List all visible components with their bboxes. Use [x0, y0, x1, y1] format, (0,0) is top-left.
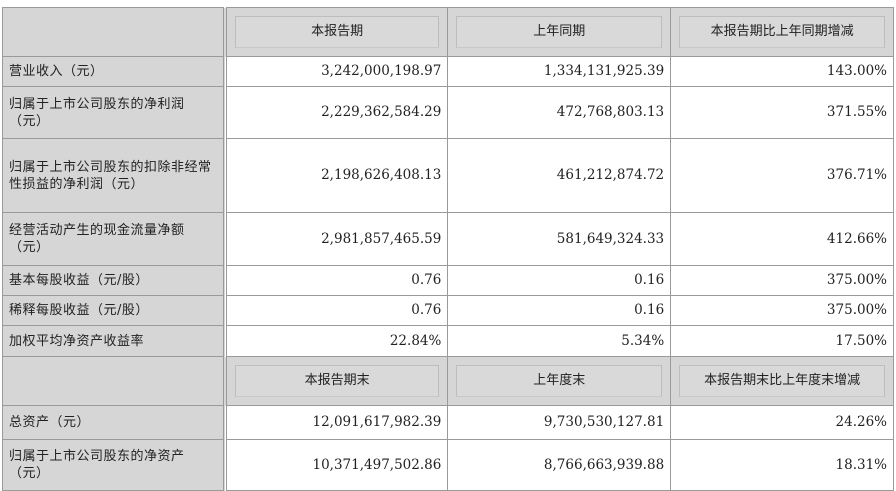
column-header: 本报告期 — [224, 7, 449, 57]
column-header: 本报告期末比上年度末增减 — [670, 356, 894, 406]
row-label: 经营活动产生的现金流量净额（元） — [2, 212, 227, 266]
value-cell: 8,766,663,939.88 — [447, 439, 672, 491]
value-cell: 0.76 — [224, 265, 449, 296]
row-label: 基本每股收益（元/股） — [2, 265, 227, 296]
value-cell: 1,334,131,925.39 — [447, 56, 672, 87]
value-cell: 375.00% — [670, 295, 894, 326]
table-row: 加权平均净资产收益率 22.84% 5.34% 17.50% — [2, 325, 894, 357]
table-header-row: 本报告期末 上年度末 本报告期末比上年度末增减 — [2, 356, 894, 406]
column-header-label: 上年同期 — [456, 16, 663, 48]
row-label: 加权平均净资产收益率 — [2, 325, 227, 357]
column-header-label: 本报告期 — [235, 16, 440, 48]
value-cell: 3,242,000,198.97 — [224, 56, 449, 87]
value-cell: 17.50% — [670, 325, 894, 357]
table-row: 归属于上市公司股东的扣除非经常性损益的净利润（元） 2,198,626,408.1… — [2, 138, 894, 213]
column-header: 本报告期末 — [224, 356, 449, 406]
column-header-label: 本报告期末 — [235, 365, 440, 397]
table-row: 经营活动产生的现金流量净额（元） 2,981,857,465.59 581,649,… — [2, 212, 894, 266]
column-header-label: 上年度末 — [456, 365, 663, 397]
value-cell: 0.16 — [447, 295, 672, 326]
value-cell: 18.31% — [670, 439, 894, 491]
value-cell: 376.71% — [670, 138, 894, 213]
financial-summary-table: 本报告期 上年同期 本报告期比上年同期增减 营业收入（元） 3,242,000,198.… — [2, 7, 894, 491]
row-label: 归属于上市公司股东的扣除非经常性损益的净利润（元） — [2, 138, 227, 213]
row-label: 总资产（元） — [2, 405, 227, 440]
value-cell: 412.66% — [670, 212, 894, 266]
value-cell: 2,981,857,465.59 — [224, 212, 449, 266]
value-cell: 0.76 — [224, 295, 449, 326]
value-cell: 2,198,626,408.13 — [224, 138, 449, 213]
value-cell: 12,091,617,982.39 — [224, 405, 449, 440]
column-header: 本报告期比上年同期增减 — [670, 7, 894, 57]
table-row: 基本每股收益（元/股） 0.76 0.16 375.00% — [2, 265, 894, 296]
table-row: 总资产（元） 12,091,617,982.39 9,730,530,127.81 2… — [2, 405, 894, 440]
value-cell: 5.34% — [447, 325, 672, 357]
table-row: 归属于上市公司股东的净资产（元） 10,371,497,502.86 8,766,6… — [2, 439, 894, 491]
value-cell: 2,229,362,584.29 — [224, 86, 449, 139]
row-label: 稀释每股收益（元/股） — [2, 295, 227, 326]
row-label: 营业收入（元） — [2, 56, 227, 87]
table-row: 营业收入（元） 3,242,000,198.97 1,334,131,925.39 1… — [2, 56, 894, 87]
value-cell: 461,212,874.72 — [447, 138, 672, 213]
row-label: 归属于上市公司股东的净利润（元） — [2, 86, 227, 139]
table-row: 稀释每股收益（元/股） 0.76 0.16 375.00% — [2, 295, 894, 326]
column-header: 上年度末 — [447, 356, 672, 406]
column-header-label: 本报告期末比上年度末增减 — [679, 365, 885, 397]
value-cell: 143.00% — [670, 56, 894, 87]
column-header: 上年同期 — [447, 7, 672, 57]
value-cell: 9,730,530,127.81 — [447, 405, 672, 440]
table-row: 归属于上市公司股东的净利润（元） 2,229,362,584.29 472,768,… — [2, 86, 894, 139]
value-cell: 24.26% — [670, 405, 894, 440]
header-empty-cell — [2, 356, 227, 406]
value-cell: 10,371,497,502.86 — [224, 439, 449, 491]
table-header-row: 本报告期 上年同期 本报告期比上年同期增减 — [2, 7, 894, 57]
value-cell: 581,649,324.33 — [447, 212, 672, 266]
value-cell: 472,768,803.13 — [447, 86, 672, 139]
value-cell: 375.00% — [670, 265, 894, 296]
value-cell: 22.84% — [224, 325, 449, 357]
header-empty-cell — [2, 7, 227, 57]
row-label: 归属于上市公司股东的净资产（元） — [2, 439, 227, 491]
value-cell: 371.55% — [670, 86, 894, 139]
value-cell: 0.16 — [447, 265, 672, 296]
column-header-label: 本报告期比上年同期增减 — [679, 16, 885, 48]
